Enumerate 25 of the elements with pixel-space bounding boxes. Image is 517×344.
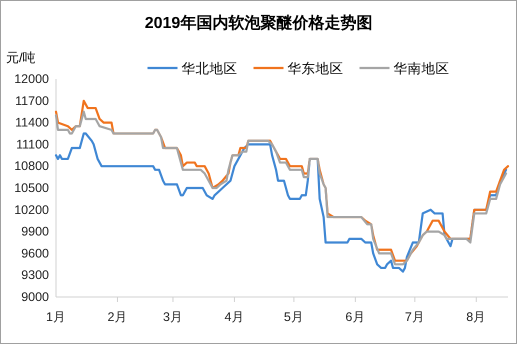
- y-tick-label: 11700: [15, 94, 50, 108]
- y-tick-label: 11400: [15, 116, 50, 130]
- x-tick-label: 2月: [107, 310, 128, 324]
- y-axis-title: 元/吨: [6, 50, 36, 65]
- x-tick-label: 1月: [46, 310, 66, 324]
- y-tick-label: 10200: [14, 202, 50, 217]
- y-tick-label: 9000: [21, 290, 50, 304]
- y-tick-label: 9300: [21, 268, 50, 282]
- y-tick-label: 9600: [21, 246, 50, 260]
- x-tick-label: 4月: [224, 310, 244, 324]
- x-tick-label: 8月: [466, 310, 486, 324]
- legend-label: 华北地区: [182, 61, 238, 76]
- y-tick-label: 11100: [16, 137, 50, 152]
- legend-label: 华东地区: [288, 61, 344, 76]
- legend-label: 华南地区: [394, 61, 450, 76]
- x-tick-label: 7月: [404, 310, 425, 324]
- y-tick-label: 12000: [14, 72, 50, 86]
- y-tick-label: 9900: [21, 224, 50, 239]
- x-tick-label: 6月: [345, 310, 366, 324]
- x-tick-label: 3月: [162, 310, 183, 324]
- x-tick-label: 5月: [284, 310, 304, 324]
- y-tick-label: 10800: [14, 159, 50, 174]
- y-tick-label: 10500: [14, 181, 50, 195]
- line-series: [54, 132, 508, 273]
- chart-title: 2019年国内软泡聚醚价格走势图: [144, 14, 372, 32]
